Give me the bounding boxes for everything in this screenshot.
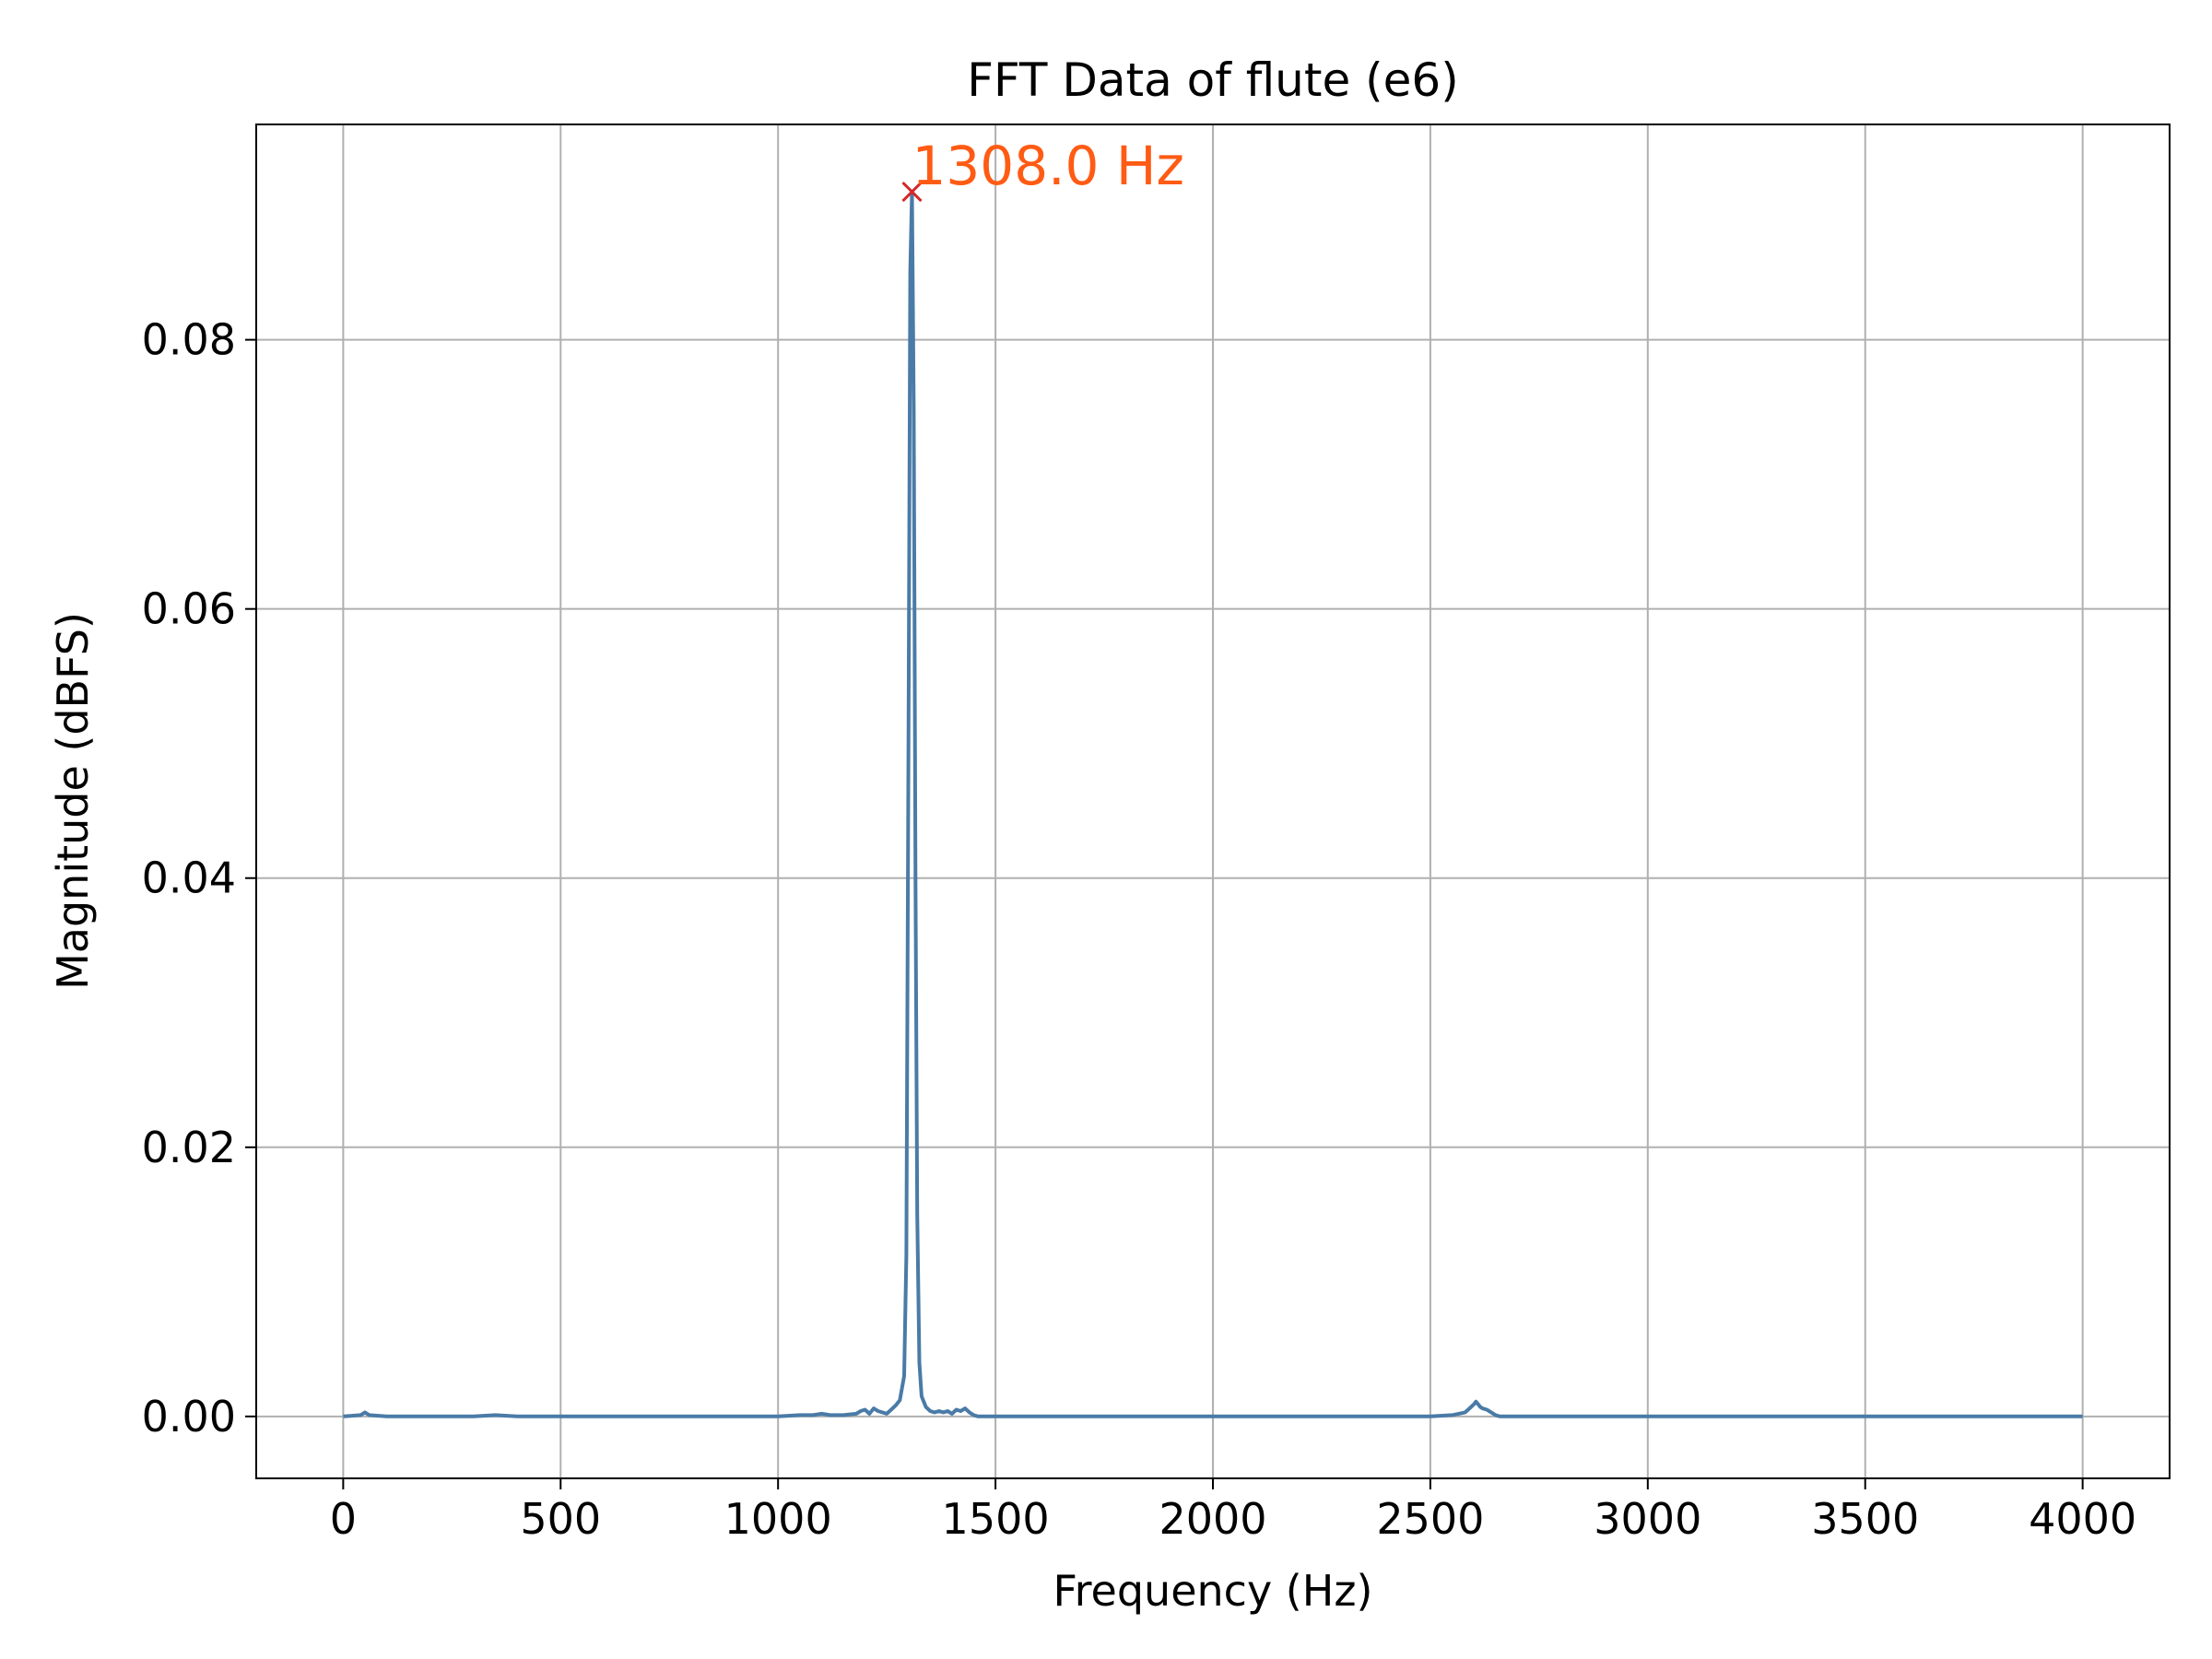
y-tick-label: 0.02 (142, 1123, 236, 1172)
chart-title: FFT Data of flute (e6) (967, 53, 1458, 107)
x-tick-label: 0 (330, 1494, 357, 1544)
peak-marker (901, 181, 923, 203)
x-axis-label: Frequency (Hz) (1053, 1566, 1373, 1616)
axis-ticks: 0 500 1000 1500 2000 2500 3000 3500 4000 0.00 0.02… (142, 315, 2137, 1544)
plot-area: 1308.0 Hz (343, 135, 2083, 1418)
x-tick-label: 4000 (2029, 1494, 2136, 1544)
y-tick-label: 0.08 (142, 315, 236, 365)
x-tick-label: 1500 (942, 1494, 1050, 1544)
x-tick-label: 3000 (1594, 1494, 1701, 1544)
peak-marker-stroke (901, 181, 923, 203)
x-tick-label: 3500 (1811, 1494, 1919, 1544)
y-axis-label: Magnitude (dBFS) (48, 612, 98, 990)
y-tick-label: 0.06 (142, 584, 236, 634)
y-tick-label: 0.00 (142, 1392, 236, 1441)
x-tick-label: 1000 (724, 1494, 832, 1544)
peak-label: 1308.0 Hz (912, 135, 1184, 197)
y-tick-label: 0.04 (142, 853, 236, 903)
x-tick-label: 2500 (1376, 1494, 1484, 1544)
x-tick-label: 2000 (1159, 1494, 1266, 1544)
grid (256, 124, 2170, 1478)
x-tick-label: 500 (520, 1494, 601, 1544)
series-line (343, 190, 2083, 1418)
